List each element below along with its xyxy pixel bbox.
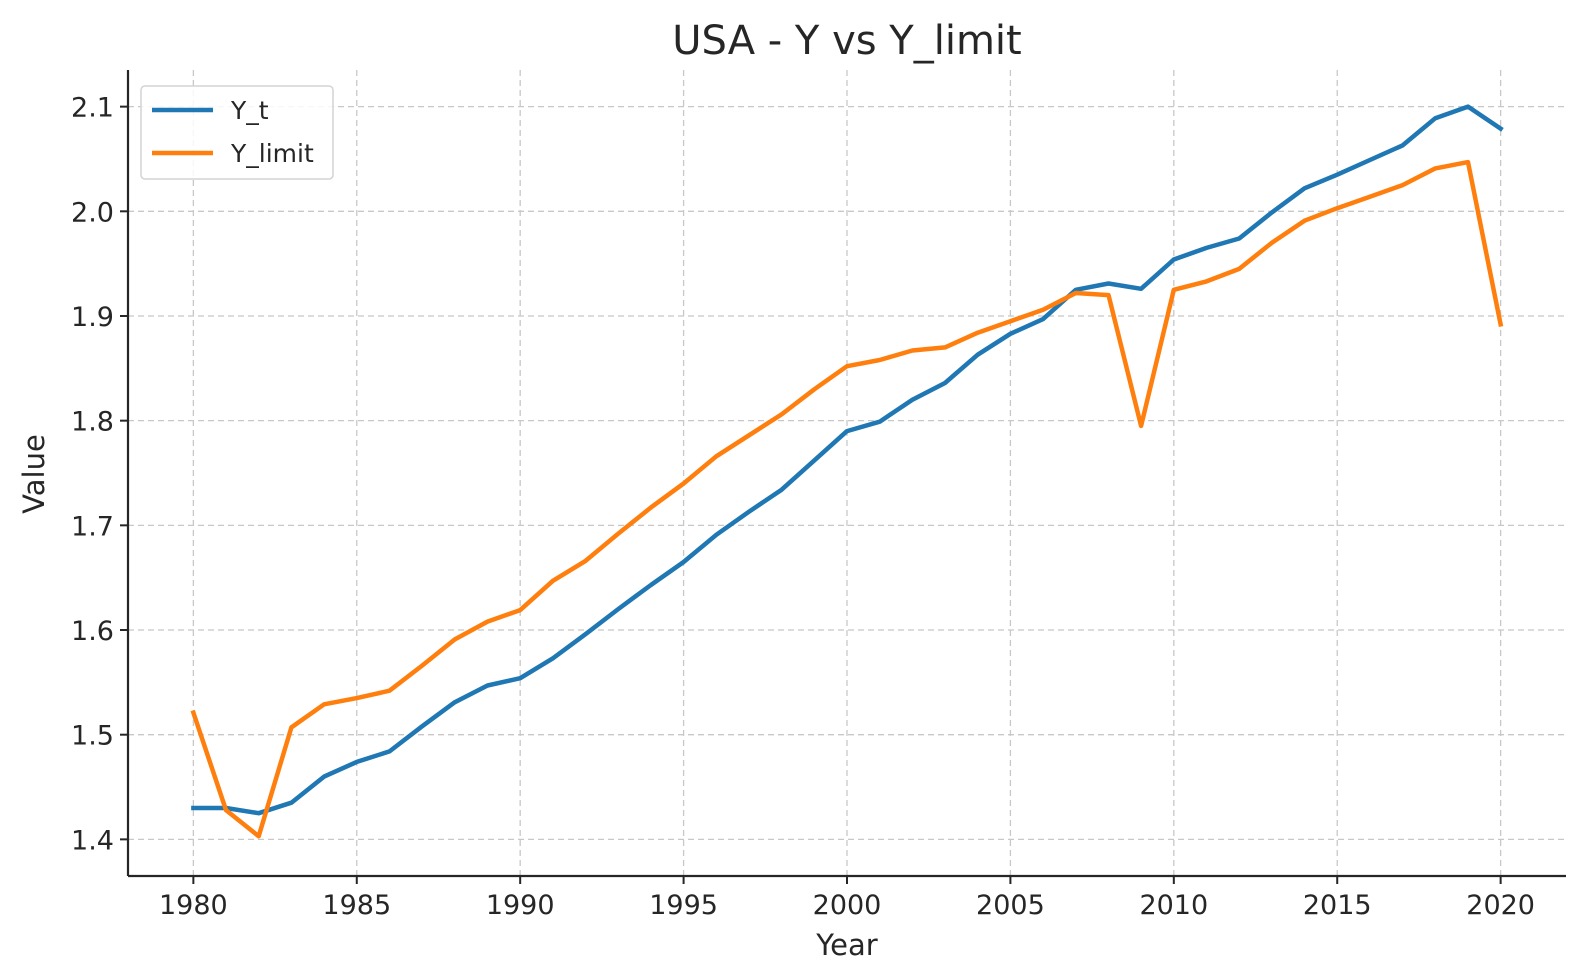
legend-label-y-limit: Y_limit bbox=[230, 139, 314, 168]
y-axis-label: Value bbox=[17, 434, 51, 514]
x-tick-label: 2000 bbox=[813, 890, 882, 921]
x-tick-label: 2010 bbox=[1139, 890, 1208, 921]
y-tick-label: 1.5 bbox=[71, 721, 114, 752]
y-tick-label: 1.7 bbox=[71, 511, 114, 542]
x-tick-label: 1995 bbox=[649, 890, 718, 921]
x-axis-ticks: 1980 1985 1990 1995 2000 2005 2010 2015 2020 bbox=[159, 876, 1535, 921]
x-axis-label: Year bbox=[815, 928, 877, 962]
series-line-y-t bbox=[191, 104, 1504, 816]
x-tick-label: 2020 bbox=[1466, 890, 1535, 921]
y-tick-label: 1.9 bbox=[71, 302, 114, 333]
legend: Y_t Y_limit bbox=[140, 85, 334, 180]
y-tick-label: 1.4 bbox=[71, 825, 114, 856]
y-tick-label: 2.0 bbox=[71, 197, 114, 228]
y-axis-ticks: 1.4 1.5 1.6 1.7 1.8 1.9 2.0 2.1 bbox=[71, 93, 128, 856]
y-tick-label: 2.1 bbox=[71, 93, 114, 124]
legend-label-y-t: Y_t bbox=[230, 96, 269, 125]
y-tick-label: 1.8 bbox=[71, 407, 114, 438]
grid-lines bbox=[128, 70, 1566, 876]
x-tick-label: 1985 bbox=[322, 890, 391, 921]
x-tick-label: 2005 bbox=[976, 890, 1045, 921]
x-tick-label: 2015 bbox=[1303, 890, 1372, 921]
x-tick-label: 1980 bbox=[159, 890, 228, 921]
x-tick-label: 1990 bbox=[486, 890, 555, 921]
series-lines bbox=[190, 104, 1504, 839]
chart-title: USA - Y vs Y_limit bbox=[672, 18, 1021, 64]
series-line-y-limit bbox=[190, 159, 1504, 839]
y-tick-label: 1.6 bbox=[71, 616, 114, 647]
